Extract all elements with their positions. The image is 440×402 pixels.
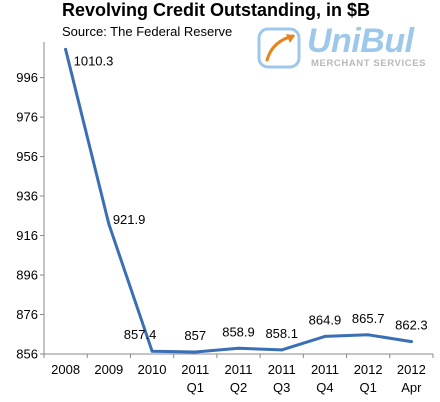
data-label: 858.9 bbox=[222, 324, 255, 339]
x-tick-label: 2012 bbox=[354, 362, 383, 377]
data-point bbox=[409, 340, 413, 344]
x-tick-label: 2011 bbox=[225, 362, 253, 377]
x-tick-label: 2010 bbox=[138, 362, 167, 377]
x-tick-label: 2011 bbox=[181, 362, 209, 377]
x-tick-label: Q4 bbox=[316, 380, 333, 395]
y-tick-label: 876 bbox=[16, 307, 38, 322]
data-label: 1010.3 bbox=[74, 53, 114, 68]
y-tick-label: 856 bbox=[16, 347, 38, 362]
swoosh-arrow-icon bbox=[257, 27, 301, 69]
data-point bbox=[193, 350, 197, 354]
x-tick-label: 2012 bbox=[397, 362, 426, 377]
data-label: 865.7 bbox=[352, 311, 385, 326]
y-tick-label: 996 bbox=[16, 70, 38, 85]
unibul-logo: UniBul MERCHANT SERVICES bbox=[257, 22, 437, 72]
data-label: 921.9 bbox=[113, 212, 146, 227]
x-tick-label: 2008 bbox=[51, 362, 80, 377]
logo-name: UniBul bbox=[307, 22, 414, 60]
data-label: 858.1 bbox=[265, 326, 298, 341]
y-tick-label: 916 bbox=[16, 228, 38, 243]
x-tick-label: Q1 bbox=[359, 380, 376, 395]
data-label: 857 bbox=[184, 328, 206, 343]
data-point bbox=[64, 47, 68, 51]
data-label: 862.3 bbox=[395, 318, 428, 333]
x-tick-label: 2009 bbox=[94, 362, 123, 377]
y-tick-label: 956 bbox=[16, 149, 38, 164]
data-point bbox=[323, 334, 327, 338]
y-tick-label: 976 bbox=[16, 110, 38, 125]
series-line bbox=[64, 47, 413, 354]
y-tick-label: 936 bbox=[16, 189, 38, 204]
data-label: 857.4 bbox=[124, 327, 157, 342]
data-point bbox=[280, 348, 284, 352]
chart-title: Revolving Credit Outstanding, in $B bbox=[62, 0, 371, 20]
data-point bbox=[150, 349, 154, 353]
data-point bbox=[107, 222, 111, 226]
x-tick-label: 2011 bbox=[268, 362, 296, 377]
y-tick-label: 896 bbox=[16, 268, 38, 283]
x-tick-label: 2011 bbox=[311, 362, 339, 377]
data-point bbox=[237, 346, 240, 350]
x-tick-label: Q1 bbox=[187, 380, 204, 395]
x-tick-label: Apr bbox=[401, 380, 422, 395]
x-tick-label: Q3 bbox=[273, 380, 290, 395]
data-point bbox=[366, 333, 370, 337]
x-tick-label: Q2 bbox=[230, 380, 247, 395]
chart-subtitle: Source: The Federal Reserve bbox=[62, 24, 233, 39]
data-label: 864.9 bbox=[309, 312, 342, 327]
logo-tagline: MERCHANT SERVICES bbox=[311, 58, 427, 69]
